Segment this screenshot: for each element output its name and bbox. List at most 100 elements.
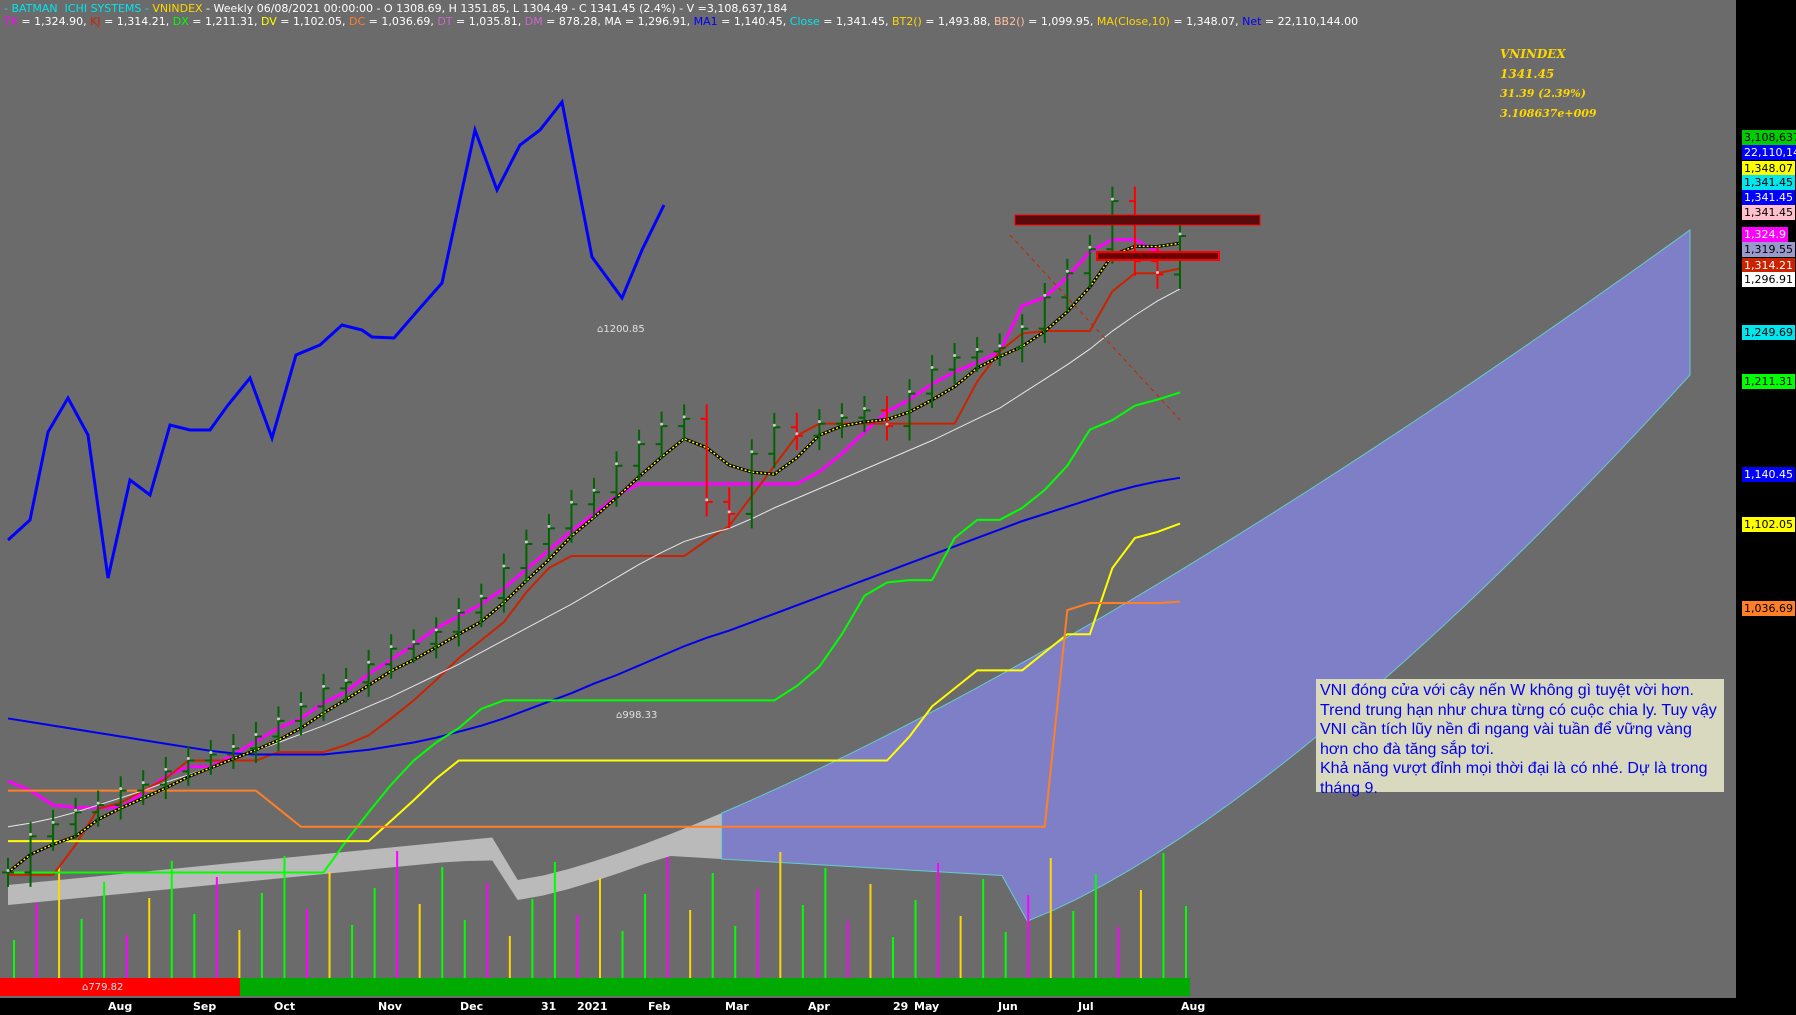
price-dot: [141, 781, 145, 785]
indicator-value: = 1,099.95,: [1024, 15, 1097, 28]
cloud-purple: [721, 229, 1691, 922]
header-segment: - BATMAN ICHI SYSTEMS -: [4, 2, 153, 15]
indicator-value: = 1,314.21,: [100, 15, 173, 28]
price-dot: [367, 660, 371, 664]
price-dot: [1043, 293, 1047, 297]
price-dot: [727, 510, 731, 514]
indicator-name: DV: [260, 15, 277, 28]
price-dot: [74, 808, 78, 812]
indicator-value: = 1,140.45,: [717, 15, 790, 28]
price-label: 1,211.31: [1742, 374, 1795, 389]
price-dot: [209, 751, 213, 755]
price-dot: [524, 540, 528, 544]
indicator-name: Close: [789, 15, 820, 28]
info-symbol: VNINDEX: [1500, 47, 1566, 61]
price-dot: [502, 564, 506, 568]
info-volume: 3.108637e+009: [1500, 107, 1597, 120]
price-label: 1,296.91: [1742, 272, 1795, 287]
price-dot: [412, 640, 416, 644]
time-label: Feb: [648, 1000, 671, 1013]
note-line-1: VNI đóng cửa với cây nến W không gì tuyệ…: [1320, 682, 1694, 699]
indicator-value: = 1,211.31,: [188, 15, 261, 28]
annotation-trough: ⌂998.33: [616, 710, 657, 721]
price-label: 1,341.45: [1742, 175, 1795, 190]
price-dot: [862, 406, 866, 410]
time-label: May: [914, 1000, 940, 1013]
time-label: Mar: [725, 1000, 749, 1013]
price-dot: [998, 344, 1002, 348]
price-dot: [231, 745, 235, 749]
price-dot: [322, 684, 326, 688]
price-dot: [795, 432, 799, 436]
price-dot: [1110, 197, 1114, 201]
price-dot: [637, 440, 641, 444]
indicator-value: = 1,493.88,: [921, 15, 994, 28]
price-dot: [479, 594, 483, 598]
price-dot: [186, 757, 190, 761]
indicator-name: MA: [604, 15, 622, 28]
price-dot: [276, 717, 280, 721]
indicator-value: = 1,324.90,: [17, 15, 91, 28]
price-dot: [547, 524, 551, 528]
indicator-name: TK: [4, 15, 18, 28]
price-dot: [885, 422, 889, 426]
time-axis[interactable]: [0, 998, 1736, 1015]
price-dot: [705, 498, 709, 502]
time-label: 2021: [577, 1000, 608, 1013]
note-line-3: Khả năng vượt đỉnh mọi thời đại là có nh…: [1320, 760, 1708, 797]
series-ma1: [7, 476, 1181, 756]
indicator-value: = 22,110,144.00: [1261, 15, 1359, 28]
time-label: Aug: [1181, 1000, 1206, 1013]
price-dot: [592, 488, 596, 492]
indicator-name: DX: [172, 15, 189, 28]
time-label: Aug: [108, 1000, 133, 1013]
header-line-2: TK = 1,324.90, KJ = 1,314.21, DX = 1,211…: [4, 15, 1358, 28]
price-dot: [299, 702, 303, 706]
price-chart[interactable]: ⌂1200.85 ⌂998.33 ⌂779.82: [0, 0, 1736, 998]
price-dot: [164, 767, 168, 771]
time-label: Jun: [998, 1000, 1018, 1013]
price-dot: [908, 390, 912, 394]
time-label: Sep: [193, 1000, 217, 1013]
indicator-name: BB2(): [994, 15, 1025, 28]
price-dot: [682, 415, 686, 419]
price-dot: [389, 645, 393, 649]
info-price: 1341.45: [1500, 67, 1555, 81]
price-dot: [817, 420, 821, 424]
indicator-name: KJ: [90, 15, 101, 28]
indicator-name: Net: [1242, 15, 1262, 28]
trend-line: [1009, 234, 1181, 421]
price-label: 1,249.69: [1742, 325, 1795, 340]
price-dot: [975, 347, 979, 351]
price-dot: [953, 354, 957, 357]
chart-header: - BATMAN ICHI SYSTEMS - VNINDEX - Weekly…: [4, 2, 1358, 28]
indicator-value: = 1,348.07,: [1169, 15, 1243, 28]
price-dot: [1155, 270, 1159, 274]
series-dv: [8, 522, 1181, 843]
price-label: 1,319.55: [1742, 242, 1795, 257]
time-label: Nov: [378, 1000, 402, 1013]
price-dot: [96, 801, 100, 805]
oscillator-line: [6, 98, 666, 579]
ma-close-10-dots: [7, 242, 1181, 874]
indicator-name: MA1: [693, 15, 718, 28]
time-label: Jul: [1078, 1000, 1094, 1013]
support-zone: [1096, 251, 1220, 261]
price-label: 1,036.69: [1742, 601, 1795, 616]
indicator-value: = 1,035.81,: [452, 15, 525, 28]
series-dx: [8, 391, 1181, 874]
price-label: 1,341.45: [1742, 190, 1795, 205]
header-segment: - Weekly 06/08/2021 00:00:00 - O 1308.69…: [202, 2, 788, 15]
price-dot: [1065, 269, 1069, 273]
price-label: 1,102.05: [1742, 517, 1795, 532]
time-label: Oct: [274, 1000, 296, 1013]
time-label: 31: [541, 1000, 557, 1013]
indicator-value: = 878.28,: [542, 15, 605, 28]
note-line-2: Trend trung hạn như chưa từng có cuộc ch…: [1320, 701, 1717, 758]
cloud-gray: [8, 813, 722, 905]
indicator-value: = 1,341.45,: [819, 15, 892, 28]
price-dot: [457, 609, 461, 613]
price-label: 1,140.45: [1742, 467, 1795, 482]
annotation-peak: ⌂1200.85: [597, 324, 645, 335]
time-label: 29: [893, 1000, 909, 1013]
